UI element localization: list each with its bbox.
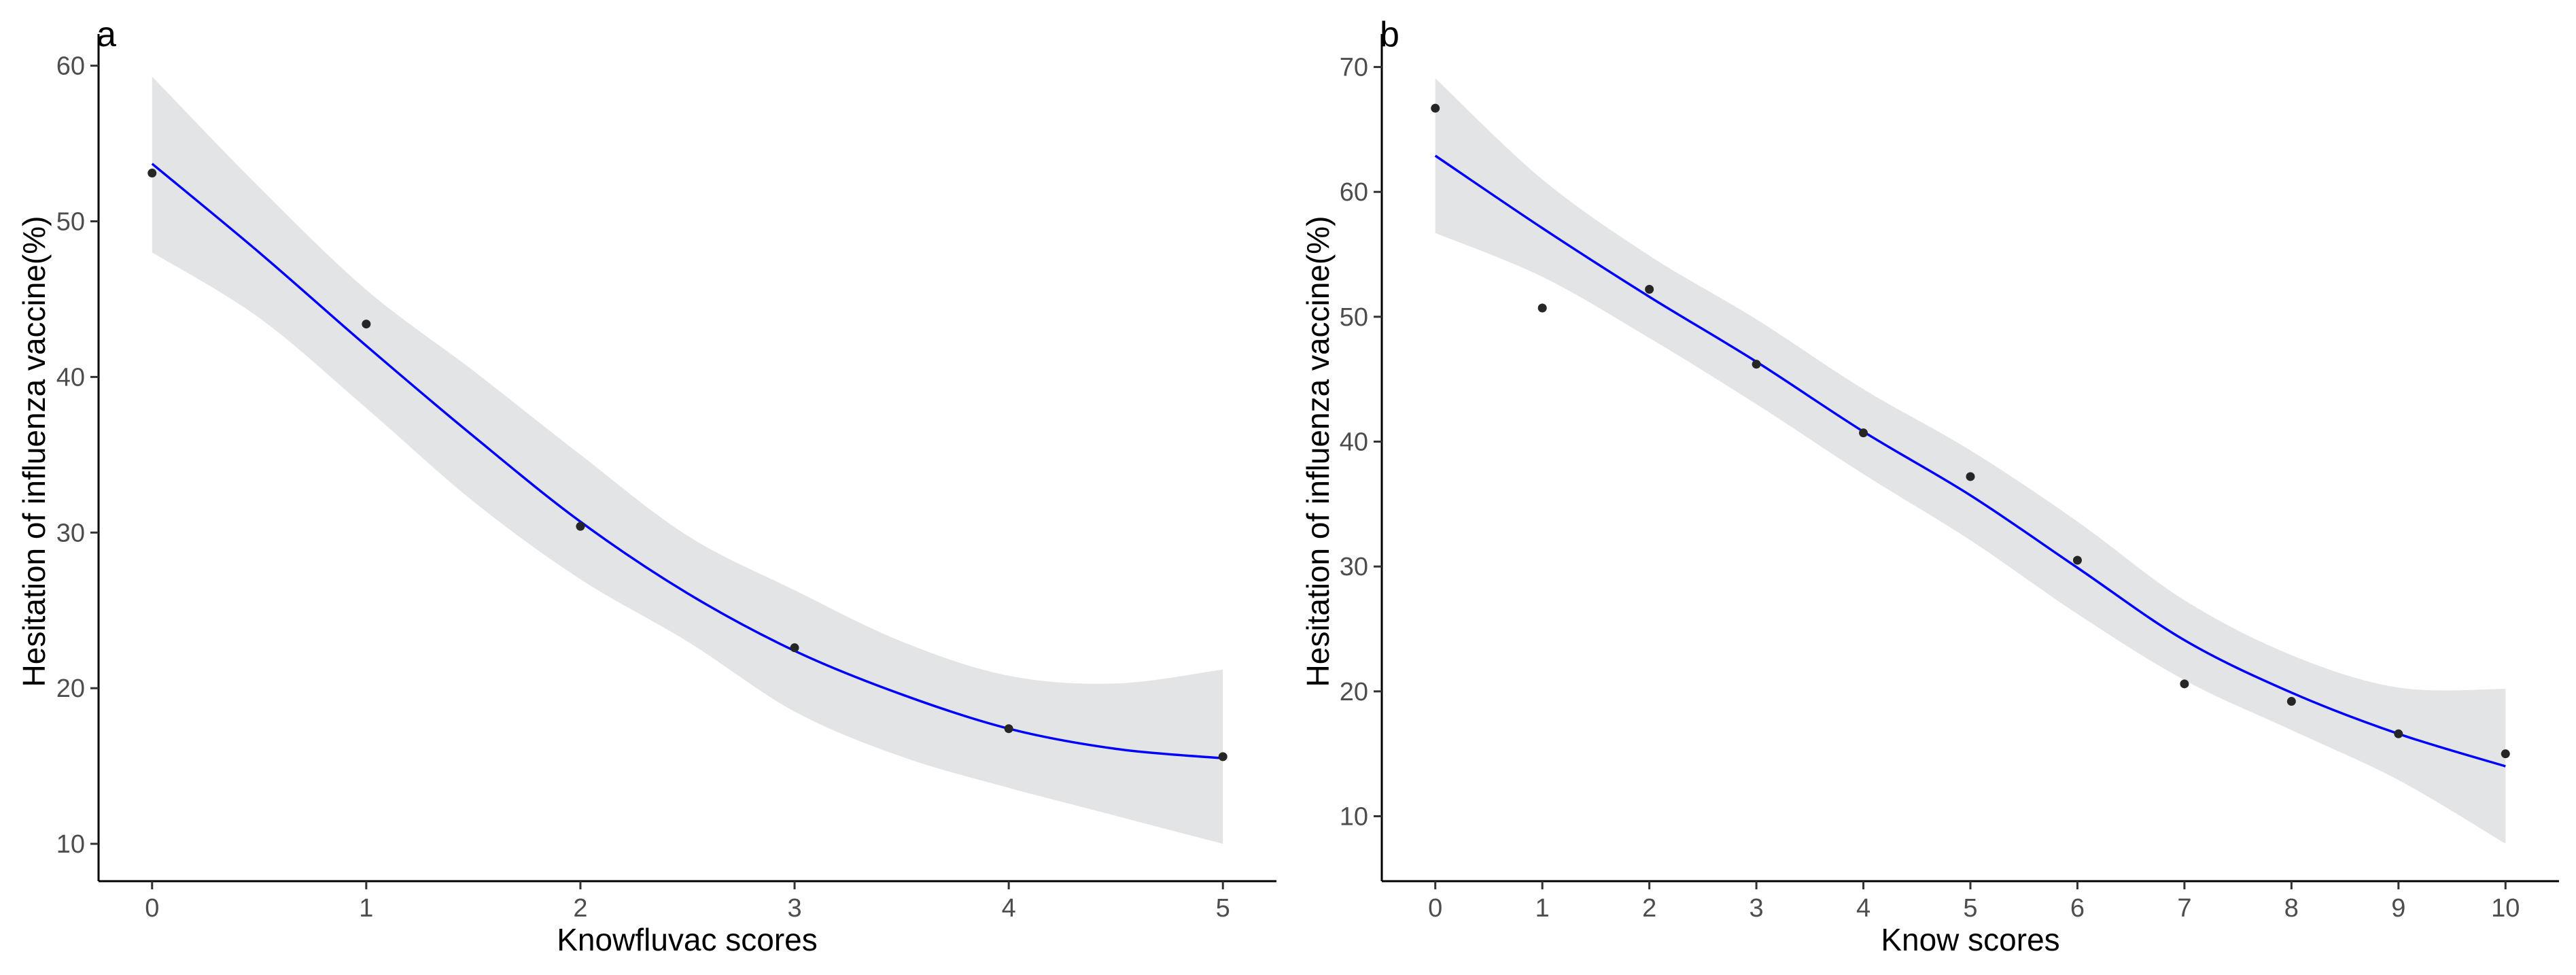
panel-a-y-tick-label: 20 [56, 674, 85, 703]
panel-a-y-tick-label: 60 [56, 52, 85, 81]
panel-b-x-tick-label: 9 [2391, 894, 2405, 923]
panel-a-y-axis-title: Hesitation of influenza vaccine(%) [16, 216, 52, 687]
panel-b-x-tick-label: 0 [1428, 894, 1442, 923]
panel-b-x-axis-title: Know scores [1881, 922, 2059, 957]
panel-b-x-tick-label: 1 [1535, 894, 1550, 923]
panel-b-fit-line [1434, 154, 2506, 768]
panel-b-data-point [1537, 303, 1547, 313]
panel-b-y-axis-title: Hesitation of influenza vaccine(%) [1300, 216, 1336, 687]
panel-b-data-point [2072, 555, 2082, 565]
panel-a-y-tick-label: 50 [56, 208, 85, 237]
panel-b-x-tick-label: 5 [1963, 894, 1977, 923]
panel-b-y-tick-label: 50 [1340, 303, 1368, 332]
panel-a-fit-line [151, 162, 1223, 759]
panel-b-x-tick-label: 6 [2070, 894, 2085, 923]
panel-a-x-tick-label: 0 [145, 894, 159, 923]
panel-b-x-tick-label: 3 [1750, 894, 1764, 923]
panel-b-y-tick-label: 10 [1340, 802, 1368, 831]
panel-b-data-point [2394, 729, 2403, 738]
panel-label-a: a [97, 15, 116, 54]
panel-b-x-tick-label: 4 [1856, 894, 1870, 923]
panel-a-data-point [576, 521, 585, 531]
panel-a-x-axis-title: Knowfluvac scores [557, 922, 818, 957]
panel-b-data-point [1966, 472, 1975, 481]
panel-b-plot-area: 0 1 2 3 4 5 6 7 8 9 10 10 20 30 40 50 60 70 [1340, 34, 2559, 923]
panel-a-x-tick-label: 3 [787, 894, 801, 923]
panel-b-y-tick-label: 70 [1340, 54, 1368, 82]
panel-b-x-tick-label: 7 [2177, 894, 2191, 923]
panel-a: a 0 1 2 3 4 5 10 20 30 40 50 60 Knowfluvac scores H… [16, 15, 1276, 957]
panel-b-data-point [1859, 428, 1868, 438]
panel-a-data-point [1004, 724, 1013, 734]
panel-a-plot-area: 0 1 2 3 4 5 10 20 30 40 50 60 [56, 34, 1276, 923]
panel-b-data-point [2501, 749, 2510, 759]
panel-a-x-tick-label: 5 [1216, 894, 1230, 923]
panel-b-y-tick-label: 40 [1340, 428, 1368, 457]
panel-b-y-tick-label: 60 [1340, 178, 1368, 207]
panel-b-data-point [1431, 103, 1440, 113]
panel-a-x-tick-label: 1 [359, 894, 373, 923]
panel-b-data-point [2286, 697, 2296, 706]
panel-b-confidence-band [1435, 78, 2506, 844]
panel-b: b 0 1 2 3 4 5 6 7 8 9 10 10 20 30 40 50 60 70 Know scores… [1300, 15, 2559, 957]
panel-a-y-tick-label: 10 [56, 830, 85, 859]
panel-a-data-point [1218, 752, 1228, 762]
panel-a-x-tick-label: 4 [1002, 894, 1016, 923]
panel-b-x-tick-label: 10 [2491, 894, 2520, 923]
panel-a-y-tick-label: 40 [56, 363, 85, 392]
panel-a-y-tick-label: 30 [56, 519, 85, 547]
panel-b-y-tick-label: 30 [1340, 553, 1368, 581]
panel-a-data-point [790, 643, 799, 653]
panel-b-y-tick-label: 20 [1340, 678, 1368, 706]
panel-b-data-point [1752, 360, 1761, 369]
panel-b-data-point [2180, 679, 2189, 689]
panel-a-confidence-band [152, 76, 1223, 844]
panel-label-b: b [1380, 15, 1399, 54]
panel-a-data-point [147, 169, 157, 178]
panel-a-data-point [362, 320, 371, 329]
panel-b-data-point [1645, 284, 1654, 294]
panel-a-x-tick-label: 2 [573, 894, 587, 923]
panel-b-x-tick-label: 2 [1642, 894, 1656, 923]
panel-b-x-tick-label: 8 [2284, 894, 2299, 923]
